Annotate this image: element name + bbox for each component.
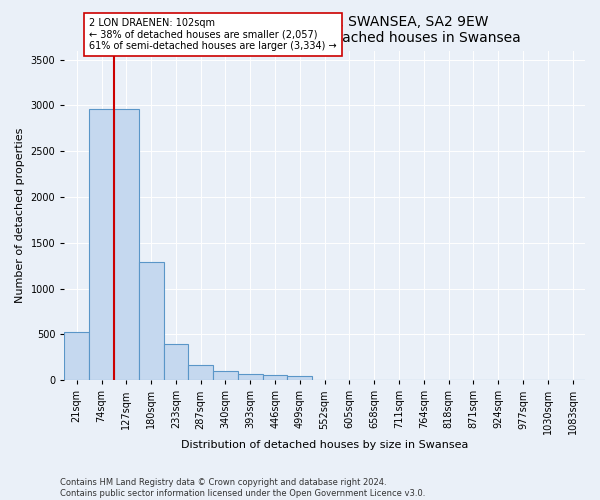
Bar (114, 109, 139, 380)
X-axis label: Distribution of detached houses by size in Swansea: Distribution of detached houses by size … (181, 440, 469, 450)
Bar (64, 332, 89, 380)
Bar (89, 109, 114, 380)
Text: Contains HM Land Registry data © Crown copyright and database right 2024.
Contai: Contains HM Land Registry data © Crown c… (60, 478, 425, 498)
Bar (287, 376, 312, 380)
Bar (263, 375, 287, 380)
Bar (139, 262, 164, 380)
Bar (238, 374, 263, 380)
Y-axis label: Number of detached properties: Number of detached properties (15, 128, 25, 303)
Text: 2 LON DRAENEN: 102sqm
← 38% of detached houses are smaller (2,057)
61% of semi-d: 2 LON DRAENEN: 102sqm ← 38% of detached … (89, 18, 337, 52)
Bar (188, 365, 213, 380)
Bar (213, 372, 238, 380)
Bar (164, 344, 188, 380)
Title: 2, LON DRAENEN, SKETTY, SWANSEA, SA2 9EW
Size of property relative to detached h: 2, LON DRAENEN, SKETTY, SWANSEA, SA2 9EW… (129, 15, 521, 45)
